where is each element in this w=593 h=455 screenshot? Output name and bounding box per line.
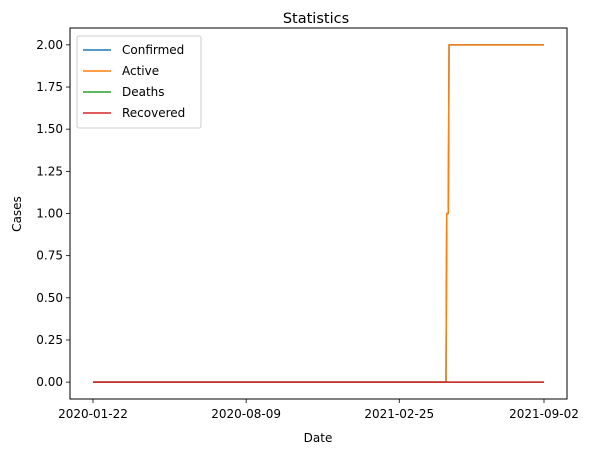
x-axis: 2020-01-22 2020-08-09 2021-02-25 2021-09-02 [58,399,579,421]
legend-label-deaths: Deaths [122,85,165,99]
y-axis-title: Cases [10,196,24,232]
y-tick-label: 1.25 [36,164,63,178]
y-tick-label: 0.50 [36,291,63,305]
legend-label-confirmed: Confirmed [122,43,184,57]
y-tick-label: 1.75 [36,80,63,94]
x-tick-label: 2020-08-09 [211,407,281,421]
y-tick-label: 0.75 [36,249,63,263]
y-tick-label: 0.25 [36,333,63,347]
x-tick-label: 2021-02-25 [364,407,434,421]
y-tick-label: 2.00 [36,38,63,52]
legend-label-recovered: Recovered [122,106,185,120]
chart-title: Statistics [283,11,349,27]
y-tick-label: 1.50 [36,122,63,136]
legend-box [76,35,202,129]
plot-area [93,44,544,383]
y-tick-label: 1.00 [36,207,63,221]
legend: Confirmed Active Deaths Recovered [76,35,202,129]
y-tick-label: 0.00 [36,375,63,389]
x-tick-label: 2020-01-22 [58,407,128,421]
y-axis: 0.00 0.25 0.50 0.75 1.00 1.25 1.50 1.75 2.00 [36,38,70,389]
x-tick-label: 2021-09-02 [509,407,579,421]
x-axis-title: Date [304,431,333,445]
legend-label-active: Active [122,64,159,78]
